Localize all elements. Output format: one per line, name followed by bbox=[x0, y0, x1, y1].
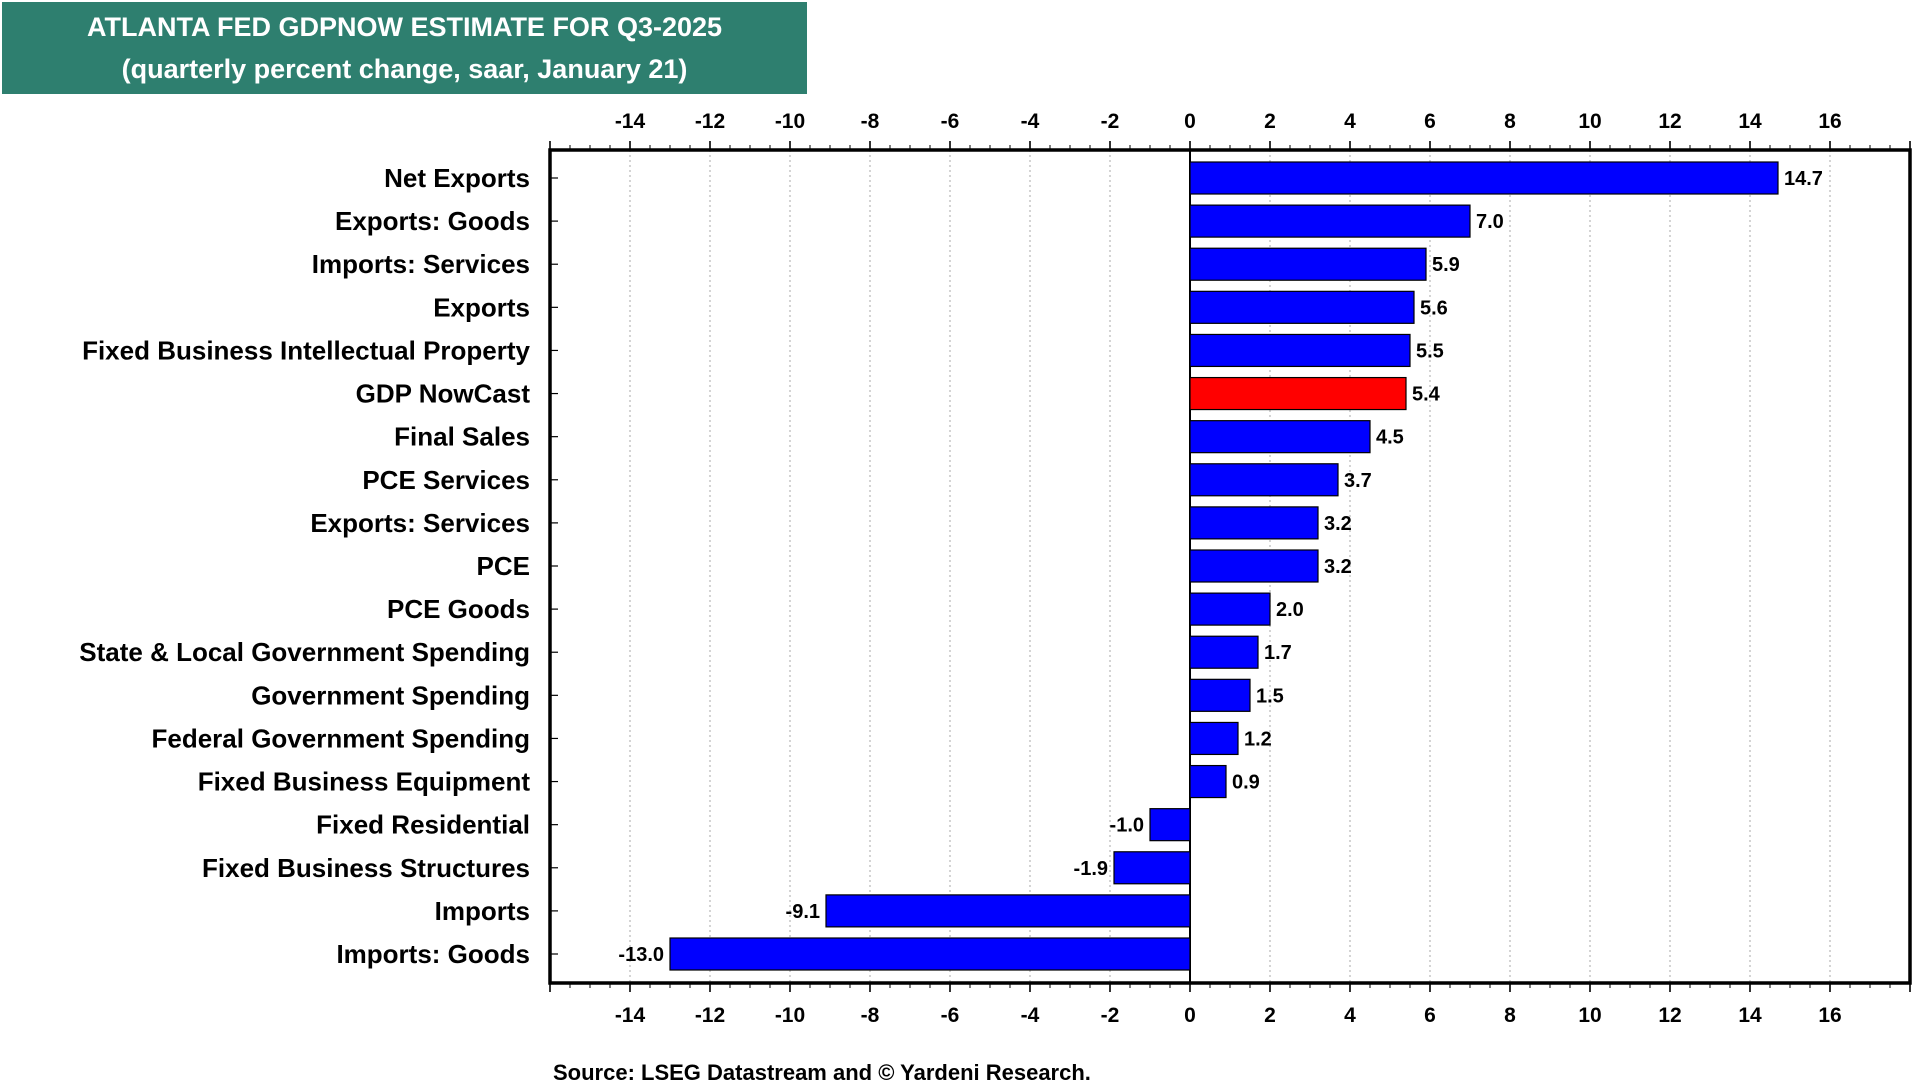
bottom-tick-label: -2 bbox=[1101, 1004, 1120, 1027]
top-tick-label: 6 bbox=[1424, 110, 1436, 133]
bar bbox=[1189, 549, 1319, 583]
bar bbox=[1189, 463, 1339, 497]
value-label: -13.0 bbox=[618, 944, 664, 966]
bar bbox=[1189, 420, 1371, 454]
value-label: 1.2 bbox=[1244, 728, 1272, 750]
chart-subtitle: (quarterly percent change, saar, January… bbox=[121, 54, 688, 84]
value-label: 3.7 bbox=[1344, 470, 1372, 492]
category-label: Imports: Goods bbox=[336, 939, 530, 969]
category-label: Fixed Residential bbox=[316, 810, 530, 840]
category-label: Final Sales bbox=[394, 422, 530, 452]
value-label: 5.6 bbox=[1420, 297, 1448, 319]
bar bbox=[1189, 764, 1227, 799]
category-label: Exports bbox=[433, 292, 530, 322]
category-label: Imports bbox=[435, 896, 530, 926]
value-label: 2.0 bbox=[1276, 599, 1304, 621]
category-label: Fixed Business Equipment bbox=[198, 767, 531, 797]
category-label: GDP NowCast bbox=[356, 379, 531, 409]
bar bbox=[1189, 721, 1239, 756]
top-tick-label: 16 bbox=[1818, 110, 1841, 133]
top-tick-label: -12 bbox=[695, 110, 725, 133]
top-tick-label: -6 bbox=[941, 110, 960, 133]
bottom-tick-label: 12 bbox=[1658, 1004, 1681, 1027]
top-tick-label: -10 bbox=[775, 110, 805, 133]
value-label: 3.2 bbox=[1324, 556, 1352, 578]
top-tick-label: 14 bbox=[1738, 110, 1762, 133]
value-label: 4.5 bbox=[1376, 427, 1404, 449]
category-label: State & Local Government Spending bbox=[79, 637, 530, 667]
bottom-tick-label: -8 bbox=[861, 1004, 880, 1027]
top-tick-label: 8 bbox=[1504, 110, 1516, 133]
value-label: -9.1 bbox=[786, 901, 820, 923]
value-label: 5.5 bbox=[1416, 340, 1444, 362]
bottom-tick-label: 2 bbox=[1264, 1004, 1276, 1027]
bottom-tick-label: 4 bbox=[1344, 1004, 1356, 1027]
category-label: Federal Government Spending bbox=[151, 723, 530, 753]
bottom-tick-label: -4 bbox=[1021, 1004, 1040, 1027]
bar bbox=[1189, 506, 1319, 540]
bottom-tick-label: 0 bbox=[1184, 1004, 1196, 1027]
top-tick-label: -14 bbox=[615, 110, 646, 133]
chart-title-box: ATLANTA FED GDPNOW ESTIMATE FOR Q3-2025 … bbox=[2, 2, 807, 94]
category-label: Fixed Business Intellectual Property bbox=[82, 335, 530, 365]
top-tick-label: -8 bbox=[861, 110, 880, 133]
value-label: 5.4 bbox=[1412, 384, 1441, 406]
category-label: PCE Goods bbox=[387, 594, 530, 624]
top-tick-label: 12 bbox=[1658, 110, 1681, 133]
bar bbox=[825, 894, 1191, 928]
bottom-tick-label: 14 bbox=[1738, 1004, 1762, 1027]
bottom-tick-label: -12 bbox=[695, 1004, 725, 1027]
bar bbox=[1189, 290, 1415, 324]
category-label: Imports: Services bbox=[312, 249, 530, 279]
chart-title: ATLANTA FED GDPNOW ESTIMATE FOR Q3-2025 bbox=[86, 12, 723, 42]
bar bbox=[1189, 204, 1471, 238]
bottom-tick-label: 16 bbox=[1818, 1004, 1841, 1027]
bottom-tick-label: 10 bbox=[1578, 1004, 1601, 1027]
category-label: Net Exports bbox=[384, 163, 530, 193]
category-label: PCE Services bbox=[362, 465, 530, 495]
category-label: Fixed Business Structures bbox=[202, 853, 530, 883]
bar bbox=[1189, 247, 1427, 281]
bottom-tick-label: 8 bbox=[1504, 1004, 1516, 1027]
bar bbox=[1189, 333, 1411, 368]
top-tick-label: -2 bbox=[1101, 110, 1120, 133]
category-label: Exports: Services bbox=[310, 508, 530, 538]
value-label: 0.9 bbox=[1232, 772, 1260, 794]
top-tick-label: -4 bbox=[1021, 110, 1040, 133]
value-label: 7.0 bbox=[1476, 211, 1504, 233]
bar bbox=[1189, 678, 1251, 712]
bar bbox=[669, 937, 1191, 971]
plot-frame bbox=[548, 148, 1912, 985]
value-label: 5.9 bbox=[1432, 254, 1460, 276]
value-label: -1.0 bbox=[1110, 815, 1144, 837]
bar bbox=[1189, 592, 1271, 626]
top-tick-label: 4 bbox=[1344, 110, 1356, 133]
value-label: 14.7 bbox=[1784, 168, 1823, 190]
value-label: -1.9 bbox=[1074, 858, 1108, 880]
value-label: 1.5 bbox=[1256, 685, 1284, 707]
top-tick-label: 0 bbox=[1184, 110, 1196, 133]
bar bbox=[1113, 851, 1191, 885]
bottom-tick-label: -14 bbox=[615, 1004, 646, 1027]
bottom-tick-label: -6 bbox=[941, 1004, 960, 1027]
top-tick-label: 2 bbox=[1264, 110, 1276, 133]
top-tick-label: 10 bbox=[1578, 110, 1601, 133]
bar bbox=[1189, 161, 1779, 195]
bottom-tick-label: 6 bbox=[1424, 1004, 1436, 1027]
category-label: Government Spending bbox=[251, 680, 530, 710]
bar bbox=[1149, 808, 1191, 842]
bar bbox=[1189, 376, 1407, 411]
source-note: Source: LSEG Datastream and © Yardeni Re… bbox=[553, 1060, 1091, 1085]
value-label: 1.7 bbox=[1264, 642, 1292, 664]
value-label: 3.2 bbox=[1324, 513, 1352, 535]
bar bbox=[1189, 635, 1259, 669]
category-label: PCE bbox=[477, 551, 530, 581]
category-label: Exports: Goods bbox=[335, 206, 530, 236]
bottom-tick-label: -10 bbox=[775, 1004, 805, 1027]
